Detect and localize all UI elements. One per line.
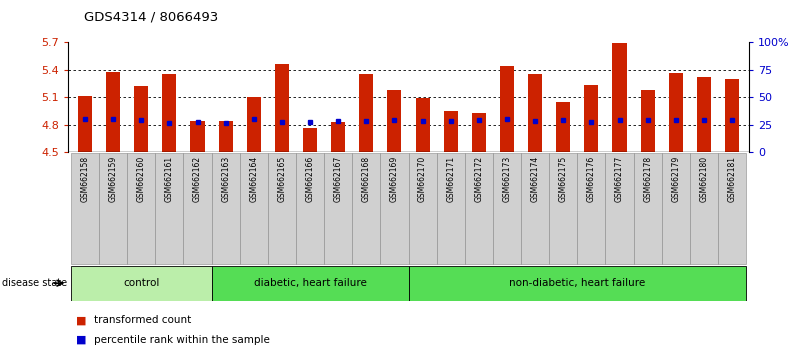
Text: ■: ■	[76, 335, 87, 345]
Bar	[556, 102, 570, 152]
Bar	[528, 74, 542, 152]
Text: control: control	[123, 278, 159, 288]
Text: diabetic, heart failure: diabetic, heart failure	[254, 278, 367, 288]
Bar	[275, 64, 289, 152]
Bar	[521, 153, 549, 264]
Bar	[725, 79, 739, 152]
Bar	[211, 266, 409, 301]
Text: GSM662170: GSM662170	[418, 156, 427, 202]
Text: GSM662169: GSM662169	[390, 156, 399, 202]
Bar	[641, 90, 654, 152]
Text: GDS4314 / 8066493: GDS4314 / 8066493	[84, 11, 219, 24]
Bar	[549, 153, 578, 264]
Bar	[465, 153, 493, 264]
Bar	[697, 77, 711, 152]
Text: GSM662159: GSM662159	[109, 156, 118, 202]
Bar	[578, 153, 606, 264]
Bar	[416, 98, 429, 152]
Text: GSM662158: GSM662158	[80, 156, 90, 202]
Text: GSM662179: GSM662179	[671, 156, 680, 202]
Text: GSM662177: GSM662177	[615, 156, 624, 202]
Bar	[303, 129, 317, 152]
Bar	[662, 153, 690, 264]
Text: GSM662171: GSM662171	[446, 156, 455, 202]
Bar	[71, 153, 99, 264]
Bar	[71, 266, 211, 301]
Bar	[135, 86, 148, 152]
Text: GSM662160: GSM662160	[137, 156, 146, 202]
Text: GSM662161: GSM662161	[165, 156, 174, 202]
Text: ■: ■	[76, 315, 87, 325]
Bar	[634, 153, 662, 264]
Bar	[500, 66, 514, 152]
Bar	[99, 153, 127, 264]
Bar	[718, 153, 746, 264]
Bar	[437, 153, 465, 264]
Bar	[360, 74, 373, 152]
Bar	[78, 96, 92, 152]
Bar	[493, 153, 521, 264]
Bar	[211, 153, 239, 264]
Bar	[106, 72, 120, 152]
Text: GSM662181: GSM662181	[727, 156, 737, 202]
Text: disease state: disease state	[2, 278, 67, 288]
Bar	[409, 266, 746, 301]
Text: GSM662176: GSM662176	[587, 156, 596, 202]
Bar	[163, 74, 176, 152]
Text: GSM662166: GSM662166	[305, 156, 315, 202]
Bar	[606, 153, 634, 264]
Text: percentile rank within the sample: percentile rank within the sample	[94, 335, 270, 345]
Bar	[239, 153, 268, 264]
Text: non-diabetic, heart failure: non-diabetic, heart failure	[509, 278, 646, 288]
Bar	[247, 97, 261, 152]
Text: transformed count: transformed count	[94, 315, 191, 325]
Bar	[268, 153, 296, 264]
Bar	[388, 90, 401, 152]
Text: GSM662173: GSM662173	[502, 156, 512, 202]
Bar	[127, 153, 155, 264]
Bar	[183, 153, 211, 264]
Bar	[219, 121, 232, 152]
Text: GSM662163: GSM662163	[221, 156, 230, 202]
Bar	[352, 153, 380, 264]
Bar	[324, 153, 352, 264]
Bar	[380, 153, 409, 264]
Bar	[613, 44, 626, 152]
Text: GSM662180: GSM662180	[699, 156, 708, 202]
Bar	[472, 113, 486, 152]
Text: GSM662174: GSM662174	[530, 156, 540, 202]
Text: GSM662175: GSM662175	[559, 156, 568, 202]
Bar	[444, 111, 457, 152]
Bar	[690, 153, 718, 264]
Text: GSM662164: GSM662164	[249, 156, 258, 202]
Text: GSM662172: GSM662172	[474, 156, 483, 202]
Bar	[296, 153, 324, 264]
Text: GSM662162: GSM662162	[193, 156, 202, 202]
Bar	[155, 153, 183, 264]
Text: GSM662167: GSM662167	[334, 156, 343, 202]
Text: GSM662165: GSM662165	[277, 156, 287, 202]
Bar	[409, 153, 437, 264]
Text: GSM662168: GSM662168	[362, 156, 371, 202]
Bar	[585, 85, 598, 152]
Bar	[331, 122, 345, 152]
Bar	[191, 121, 204, 152]
Text: GSM662178: GSM662178	[643, 156, 652, 202]
Bar	[669, 73, 682, 152]
